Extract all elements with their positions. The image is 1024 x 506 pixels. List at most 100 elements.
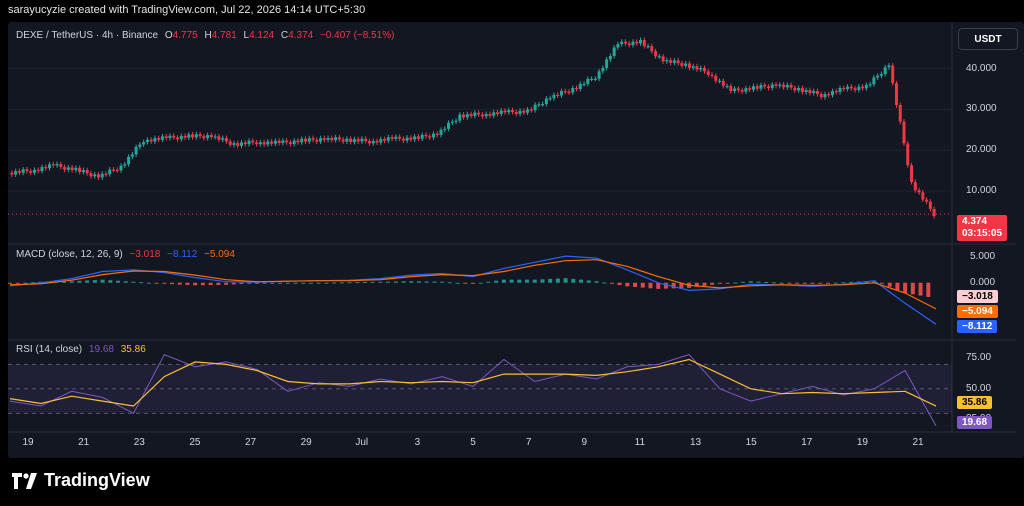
price-candle xyxy=(925,199,929,202)
price-candle xyxy=(721,80,725,86)
price-candle xyxy=(127,156,131,165)
macd-histogram-bar xyxy=(918,282,923,296)
macd-histogram-bar xyxy=(771,282,776,284)
macd-histogram-bar xyxy=(579,279,584,283)
price-candle xyxy=(507,110,511,113)
price-candle xyxy=(480,114,484,117)
time-tick-label: Jul xyxy=(355,437,369,448)
macd-histogram-bar xyxy=(224,282,229,285)
macd-histogram-bar xyxy=(710,282,715,285)
price-candle xyxy=(804,90,808,93)
price-candle xyxy=(906,143,910,166)
price-candle xyxy=(130,154,134,157)
price-candle xyxy=(819,94,823,98)
price-candle xyxy=(134,146,138,155)
price-candle xyxy=(10,172,14,175)
rsi-ma-line xyxy=(9,358,937,407)
price-candle xyxy=(55,164,59,166)
price-candle xyxy=(559,91,563,96)
macd-histogram-bar xyxy=(648,282,653,289)
high-value: 4.781 xyxy=(211,30,237,41)
price-candle xyxy=(221,138,225,140)
close-label: C xyxy=(280,30,289,41)
price-candle xyxy=(153,138,157,142)
price-candle xyxy=(145,139,149,143)
macd-histogram-bar xyxy=(324,282,329,284)
macd-histogram-bar xyxy=(910,282,915,295)
macd-histogram-bar xyxy=(895,282,900,290)
price-candle xyxy=(157,138,161,140)
price-candle xyxy=(224,138,228,142)
price-candle xyxy=(36,169,40,172)
price-candle xyxy=(431,133,435,138)
price-candle xyxy=(292,140,296,144)
time-tick-label: 29 xyxy=(300,437,312,448)
price-candle xyxy=(364,138,368,142)
price-candle xyxy=(172,135,176,138)
price-candle xyxy=(902,121,906,144)
price-candle xyxy=(25,169,29,172)
price-candle xyxy=(74,167,78,171)
price-candle xyxy=(691,66,695,68)
price-candle xyxy=(529,109,533,111)
time-tick-label: 3 xyxy=(414,437,421,448)
macd-histogram-bar xyxy=(85,280,90,283)
price-candle xyxy=(465,114,469,118)
rsi-value: 19.68 xyxy=(88,344,114,355)
currency-button[interactable]: USDT xyxy=(958,28,1018,50)
price-candle xyxy=(751,86,755,90)
macd-histogram-bar xyxy=(525,279,530,283)
price-candle xyxy=(462,114,466,118)
time-tick-label: 19 xyxy=(22,437,34,448)
price-candle xyxy=(669,60,673,63)
price-candle xyxy=(718,80,722,83)
price-candle xyxy=(420,134,424,139)
price-candle xyxy=(112,169,116,171)
price-candle xyxy=(413,136,417,140)
price-candle xyxy=(672,60,676,63)
price-candle xyxy=(898,105,902,122)
price-candle xyxy=(631,41,635,46)
price-candle xyxy=(352,139,356,142)
macd-histogram-bar xyxy=(424,281,429,283)
macd-histogram-bar xyxy=(548,278,553,283)
price-candle xyxy=(258,142,262,145)
price-candle xyxy=(40,167,44,171)
macd-histogram-bar xyxy=(208,282,213,286)
chart-panel[interactable] xyxy=(8,22,1024,458)
price-candle xyxy=(744,88,748,92)
price-candle xyxy=(168,135,172,139)
price-candle xyxy=(639,40,643,44)
price-candle xyxy=(85,170,89,174)
macd-histogram-bar xyxy=(185,282,190,285)
price-candle xyxy=(608,56,612,60)
macd-histogram-bar xyxy=(463,282,468,284)
macd-histogram-bar xyxy=(509,279,514,283)
bar-countdown: 03:15:05 xyxy=(962,228,1003,239)
price-candle xyxy=(194,134,198,138)
price-candle xyxy=(405,137,409,141)
open-label: O xyxy=(164,30,173,41)
price-candle xyxy=(789,84,793,88)
price-candle xyxy=(759,85,763,89)
macd-histogram-bar xyxy=(617,282,622,286)
price-candle xyxy=(703,67,706,72)
macd-histogram-bar xyxy=(31,282,36,284)
macd-histogram-bar xyxy=(308,282,313,284)
price-candle xyxy=(100,173,104,178)
price-candle xyxy=(932,208,936,217)
macd-line-value: −8.112 xyxy=(167,249,198,260)
price-candle xyxy=(601,67,605,72)
price-candle xyxy=(243,142,247,145)
price-candle xyxy=(183,135,187,138)
price-candle xyxy=(96,174,100,178)
price-candle xyxy=(322,138,326,140)
macd-histogram-bar xyxy=(432,281,437,283)
price-candle xyxy=(552,94,556,99)
price-candle xyxy=(213,136,217,138)
price-candle xyxy=(424,134,428,137)
price-candle xyxy=(394,136,398,139)
price-candle xyxy=(81,170,85,173)
price-candle xyxy=(887,65,891,68)
